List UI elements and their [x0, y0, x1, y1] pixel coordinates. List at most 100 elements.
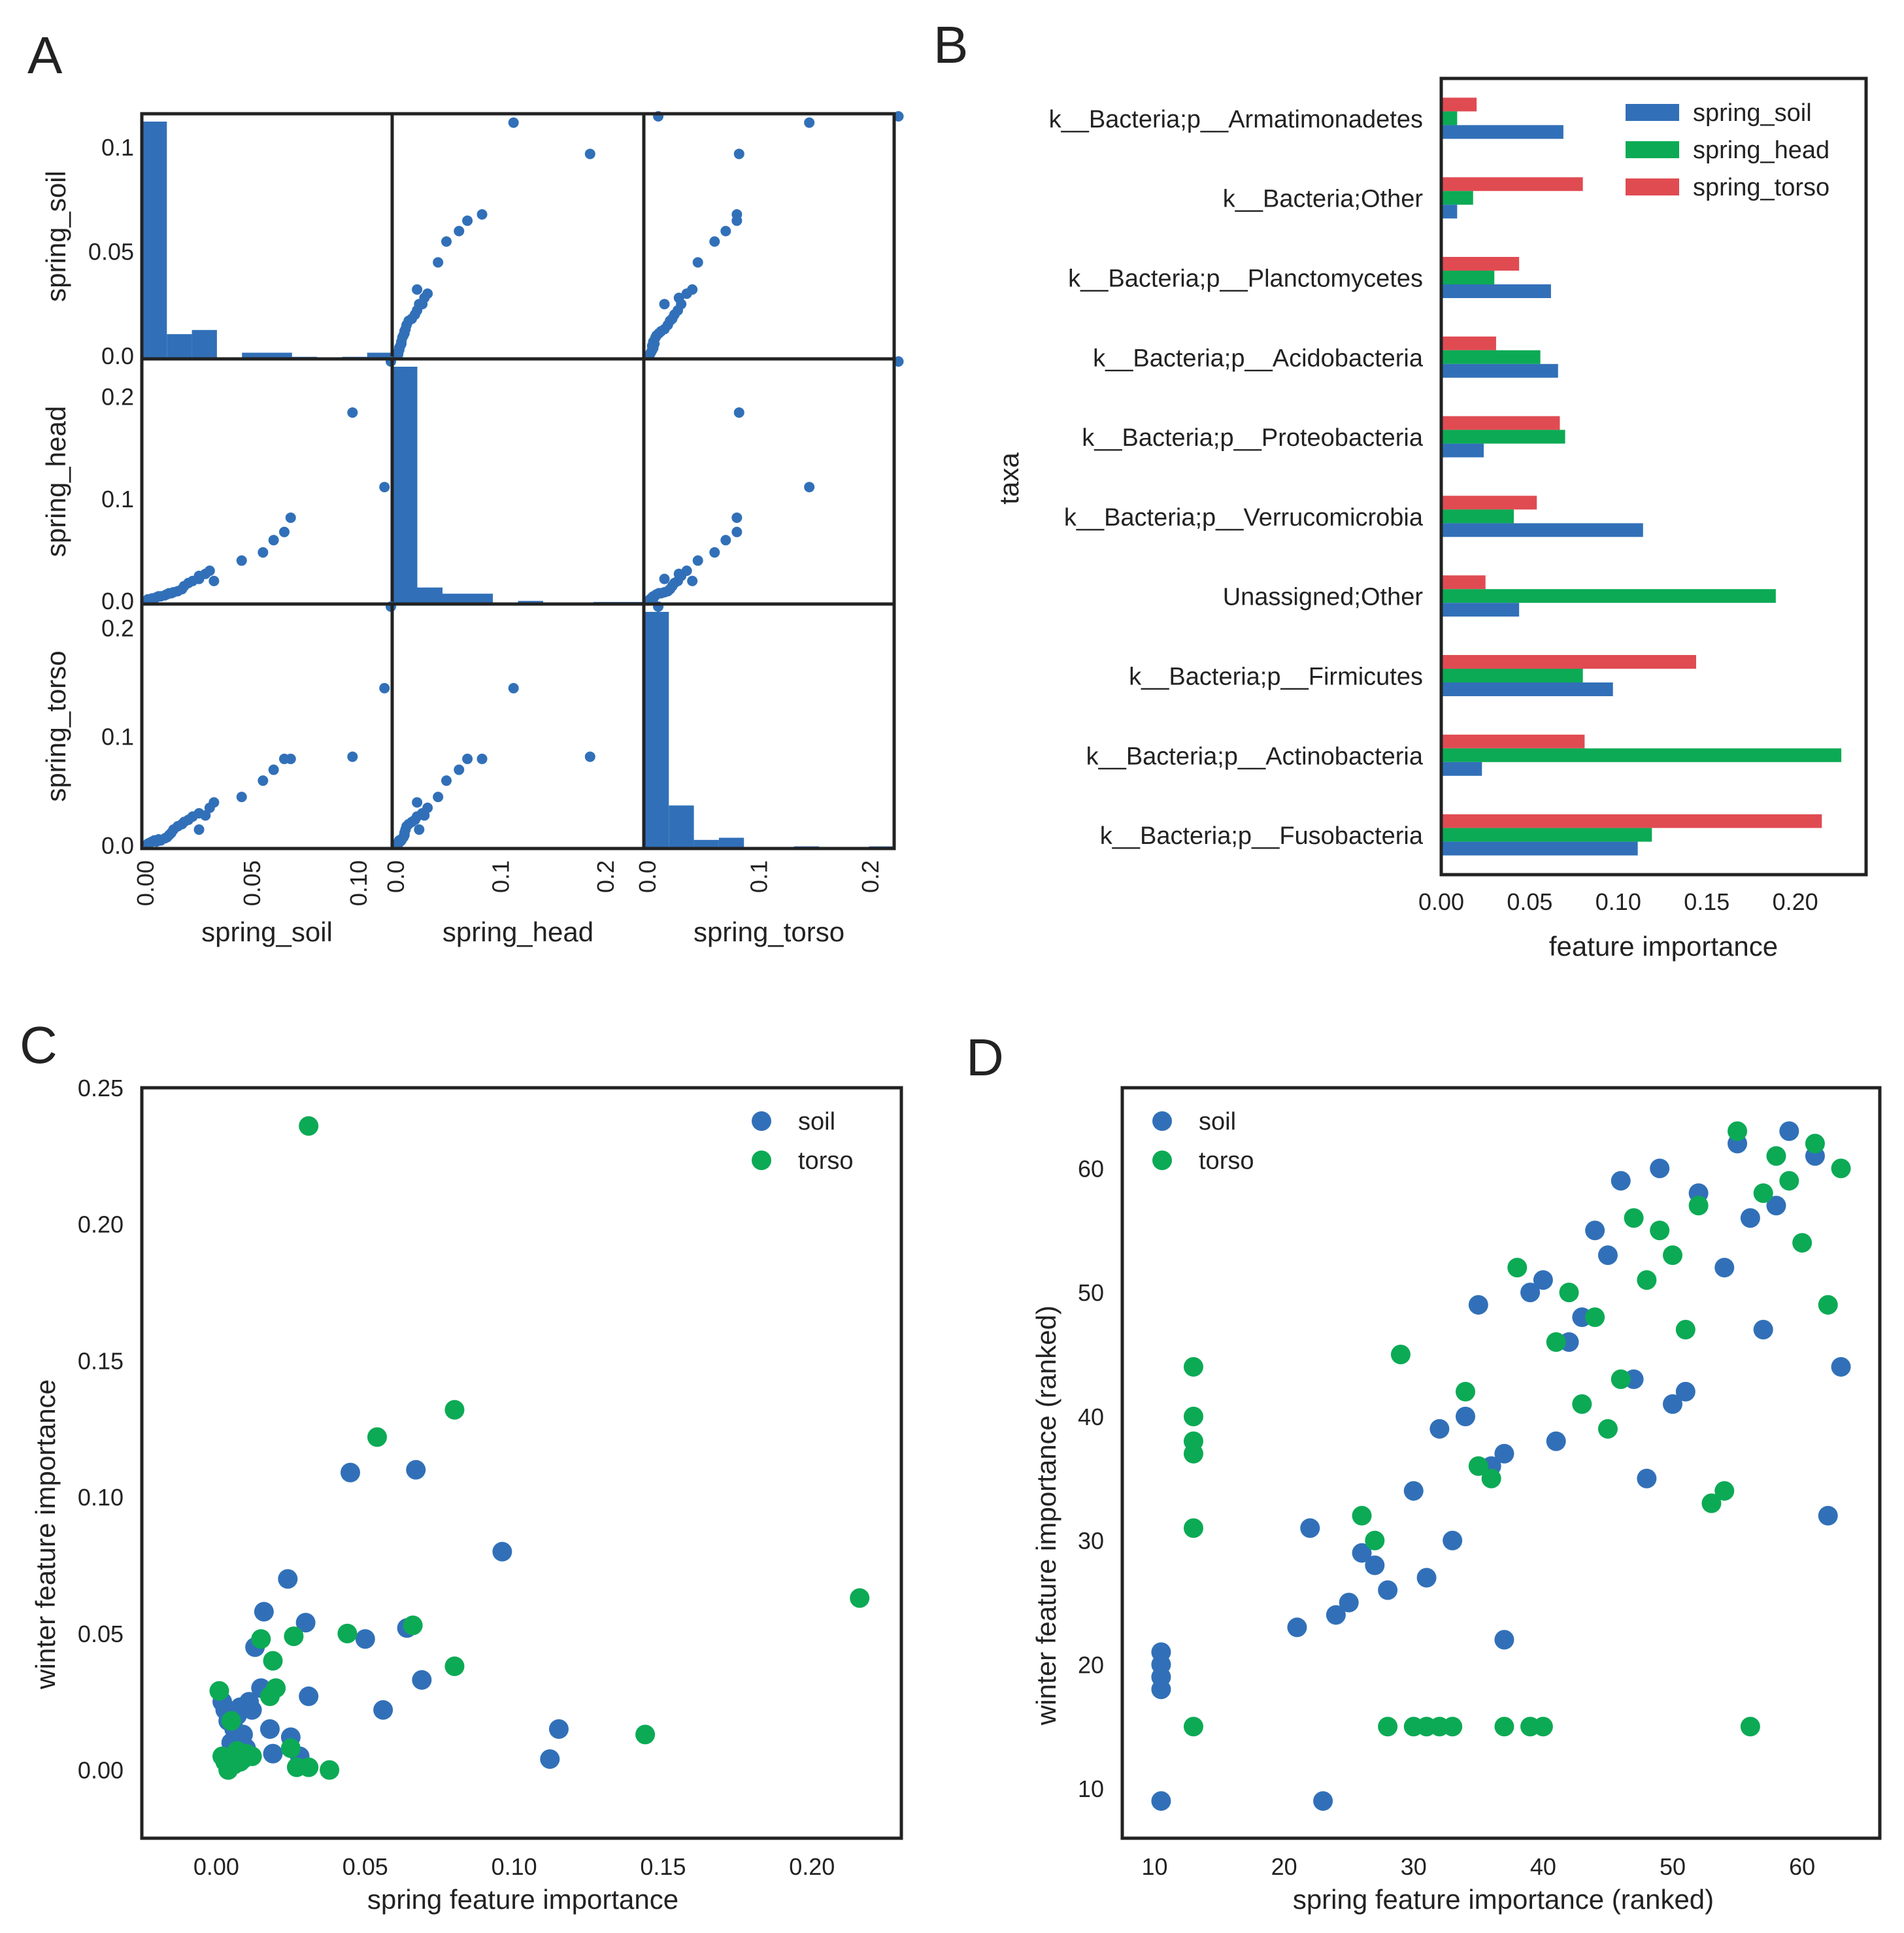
point-torso	[850, 1588, 870, 1608]
matrix-point-spring_soil-vs-spring_head	[584, 148, 595, 160]
point-torso	[251, 1629, 271, 1649]
legend-marker-soil	[1152, 1111, 1172, 1131]
point-soil	[242, 1700, 262, 1720]
legend-swatch-spring_soil	[1626, 104, 1679, 121]
point-soil	[259, 1719, 280, 1740]
bar-xtick: 0.00	[1418, 888, 1464, 915]
feature-importance-bar-panel: taxa feature importance k__Bacteria;p__A…	[994, 76, 1868, 962]
bar-spring_head-6	[1441, 589, 1776, 603]
point-soil	[1287, 1617, 1307, 1638]
matrix-point-spring_head-vs-spring_soil	[268, 535, 279, 546]
point-soil	[299, 1686, 319, 1706]
point-torso	[1597, 1419, 1618, 1439]
legend-label-spring_head: spring_head	[1693, 137, 1829, 164]
point-soil	[1326, 1605, 1346, 1625]
point-soil	[1740, 1208, 1760, 1228]
c-ylabel: winter feature importance	[30, 1379, 61, 1690]
matrix-point-spring_torso-vs-spring_head	[422, 802, 433, 813]
matrix-point-spring_head-vs-spring_soil	[209, 575, 220, 586]
bar-spring_head-0	[1441, 111, 1458, 126]
matrix-point-spring_torso-vs-spring_head	[584, 751, 595, 762]
hist-bar-spring_soil-0	[142, 122, 167, 359]
matrix-point-spring_head-vs-spring_torso	[687, 575, 698, 586]
matrix-xtick: 0.00	[132, 860, 159, 906]
matrix-point-spring_soil-vs-spring_torso	[804, 117, 815, 128]
matrix-point-spring_head-vs-spring_torso	[692, 555, 703, 566]
hist-bar-spring_soil-9	[367, 352, 392, 359]
matrix-cell-frame	[140, 112, 394, 361]
hist-bar-spring_soil-5	[267, 352, 292, 359]
point-soil	[1352, 1543, 1372, 1563]
point-soil	[1429, 1419, 1450, 1439]
legend-swatch-spring_head	[1626, 141, 1679, 158]
hist-bar-spring_head-2	[443, 594, 468, 604]
point-torso	[221, 1711, 241, 1731]
bar-spring_soil-3	[1441, 363, 1558, 378]
importance-scatter-panel: winter feature importance spring feature…	[30, 1075, 903, 1915]
hist-bar-spring_torso-0	[644, 612, 669, 849]
legend-marker-torso	[752, 1151, 771, 1170]
matrix-point-spring_head-vs-spring_soil	[204, 565, 215, 577]
ytick: 10	[1078, 1775, 1104, 1802]
hist-bar-spring_head-1	[417, 587, 443, 604]
bar-category-label: k__Bacteria;p__Acidobacteria	[1093, 345, 1424, 372]
matrix-point-spring_soil-vs-spring_head	[441, 236, 452, 247]
matrix-point-spring_soil-vs-spring_torso	[893, 111, 904, 122]
point-torso	[1805, 1134, 1825, 1154]
bar-spring_head-3	[1441, 350, 1541, 364]
point-torso	[1675, 1320, 1695, 1340]
plot-frame	[140, 1086, 903, 1840]
matrix-cell-frame	[390, 112, 646, 361]
hist-bar-spring_soil-2	[192, 329, 217, 359]
matrix-xtick: 0.0	[382, 860, 409, 893]
matrix-point-spring_torso-vs-spring_soil	[209, 797, 220, 808]
point-torso	[1183, 1443, 1203, 1464]
xtick: 50	[1660, 1853, 1686, 1880]
point-torso	[337, 1623, 358, 1643]
matrix-cell-frame	[642, 602, 896, 850]
point-soil	[1714, 1258, 1735, 1278]
matrix-point-spring_head-vs-spring_torso	[893, 356, 904, 367]
bar-category-label: k__Bacteria;p__Proteobacteria	[1082, 424, 1424, 452]
point-soil	[1533, 1270, 1553, 1290]
bar-spring_head-9	[1441, 828, 1652, 842]
matrix-point-spring_torso-vs-spring_soil	[200, 810, 211, 821]
point-torso	[320, 1760, 340, 1780]
bar-spring_head-5	[1441, 509, 1514, 524]
bar-xlabel: feature importance	[1549, 931, 1778, 962]
bar-spring_head-8	[1441, 748, 1842, 762]
point-torso	[403, 1615, 423, 1636]
bar-xtick: 0.20	[1773, 888, 1818, 915]
point-soil	[263, 1743, 283, 1764]
xtick: 0.10	[492, 1853, 537, 1880]
point-torso	[1753, 1183, 1773, 1203]
matrix-xtick: 0.1	[487, 860, 514, 893]
legend-label-soil: soil	[1199, 1108, 1236, 1135]
point-soil	[548, 1719, 569, 1740]
point-torso	[444, 1400, 465, 1420]
point-soil	[1650, 1158, 1670, 1179]
bar-spring_torso-2	[1441, 257, 1520, 271]
matrix-point-spring_torso-vs-spring_head	[433, 792, 444, 803]
point-torso	[284, 1626, 304, 1647]
matrix-ytick: 0.0	[101, 588, 134, 614]
bar-category-label: k__Bacteria;p__Firmicutes	[1129, 664, 1423, 691]
point-torso	[1183, 1356, 1203, 1377]
legend-label-spring_torso: spring_torso	[1693, 174, 1829, 201]
matrix-cell-frame	[642, 112, 896, 361]
point-soil	[355, 1629, 375, 1649]
point-torso	[1831, 1158, 1851, 1179]
ytick: 0.15	[78, 1347, 124, 1374]
bar-xtick: 0.10	[1595, 888, 1641, 915]
panel-label-b: B	[933, 16, 968, 74]
point-torso	[1494, 1717, 1514, 1737]
point-soil	[1611, 1171, 1631, 1191]
point-torso	[1378, 1717, 1398, 1737]
point-soil	[1416, 1568, 1437, 1588]
matrix-point-spring_head-vs-spring_soil	[278, 526, 290, 537]
bar-spring_torso-6	[1441, 575, 1486, 590]
bar-spring_head-4	[1441, 429, 1565, 444]
point-torso	[1533, 1717, 1553, 1737]
point-soil	[1520, 1283, 1541, 1303]
point-soil	[1779, 1121, 1799, 1141]
